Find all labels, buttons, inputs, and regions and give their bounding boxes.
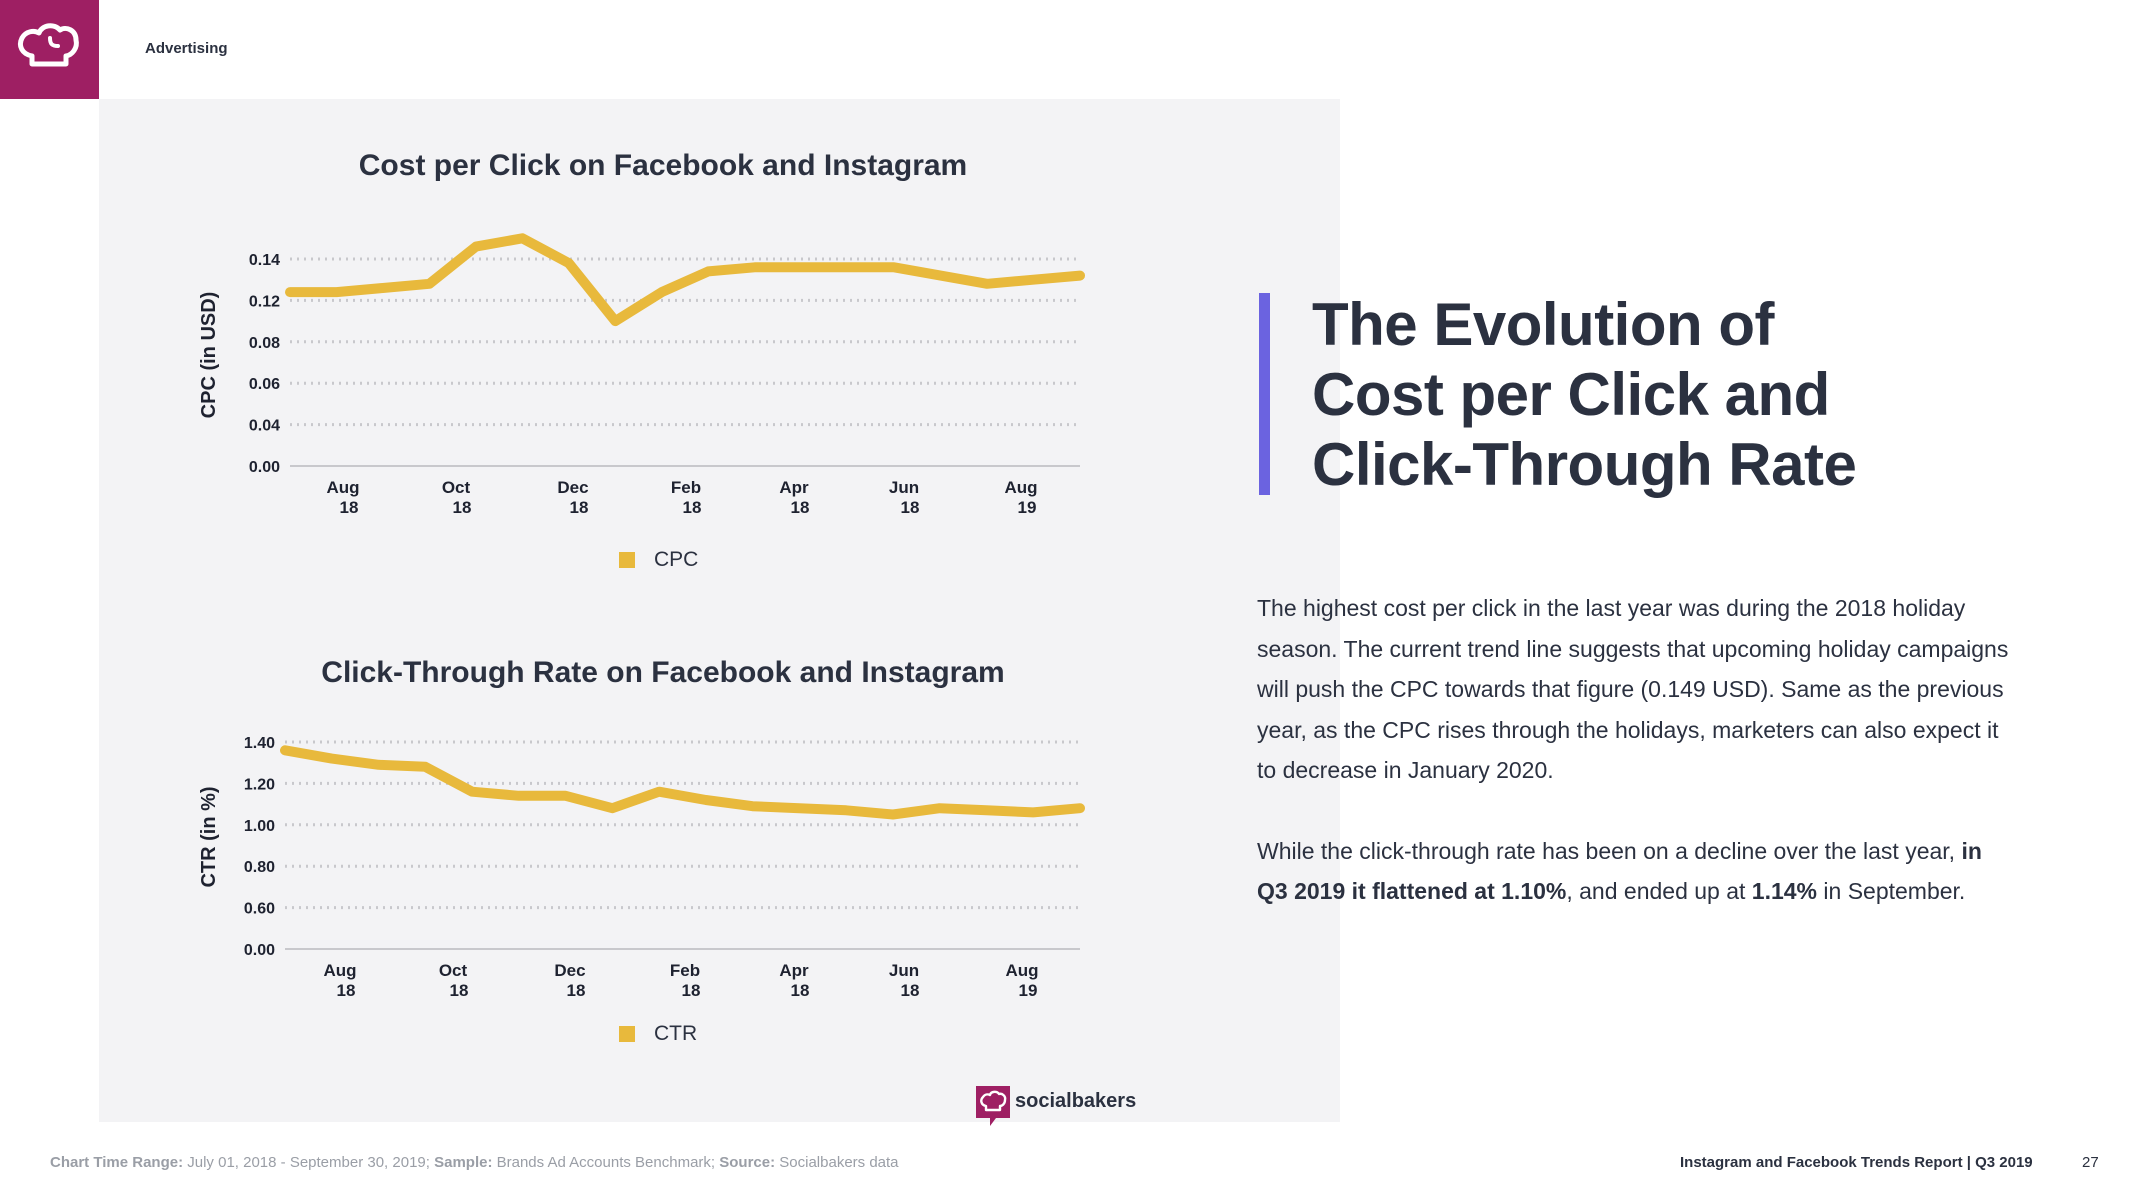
body-text: The highest cost per click in the last y… [1257, 588, 2017, 952]
chart-2-y-tick-label: 0.00 [244, 942, 275, 959]
chart-2-y-tick-label: 1.20 [244, 776, 275, 793]
section-label: Advertising [145, 40, 228, 57]
chart-2-y-tick-label: 0.60 [244, 901, 275, 918]
chart-2-x-tick-year: 18 [791, 981, 810, 1000]
chart-2-x-tick-year: 19 [1019, 981, 1038, 1000]
chart-2-x-tick-year: 18 [450, 981, 469, 1000]
page-title: The Evolution of Cost per Click and Clic… [1312, 290, 2072, 500]
chart-1-y-tick-label: 0.14 [249, 252, 280, 269]
chart-1-y-tick-label: 0.04 [249, 418, 280, 435]
chart-1-x-tick-month: Feb [671, 478, 701, 497]
chart-1-x-tick-month: Jun [889, 478, 919, 497]
chart-1-y-tick-label: 0.06 [249, 376, 280, 393]
footer-source-label: Source: [719, 1154, 776, 1171]
headline-accent-bar [1259, 293, 1270, 495]
chart-2-x-tick-year: 18 [567, 981, 586, 1000]
paragraph-1: The highest cost per click in the last y… [1257, 595, 2009, 783]
chart-2-x-tick-month: Feb [670, 961, 700, 980]
title-line-3: Click-Through Rate [1312, 431, 1857, 498]
paragraph-2-highlight-2: 1.14% [1751, 878, 1818, 904]
footer-report-title: Instagram and Facebook Trends Report | Q… [1680, 1154, 2033, 1171]
socialbakers-logo-icon [976, 1086, 1010, 1126]
footer-source-value: Socialbakers data [775, 1154, 899, 1171]
socialbakers-brand: socialbakers [1015, 1090, 1137, 1112]
chart-2-y-tick-label: 1.40 [244, 735, 275, 752]
chart-1-y-tick-label: 0.08 [249, 335, 280, 352]
chart-2-x-tick-month: Dec [554, 961, 585, 980]
chart-1-series-line-cpc [285, 233, 1085, 327]
chart-2-y-axis-label: CTR (in %) [198, 786, 220, 887]
chef-hat-icon [17, 23, 79, 67]
page-number: 27 [2082, 1154, 2099, 1171]
chart-2-x-tick-month: Aug [1005, 961, 1038, 980]
footer-source: Chart Time Range: July 01, 2018 - Septem… [50, 1154, 899, 1171]
chart-1-x-tick-year: 18 [340, 498, 359, 517]
footer-range-label: Chart Time Range: [50, 1154, 184, 1171]
chart-1-x-tick-year: 18 [901, 498, 920, 517]
chart-1-legend-label: CPC [654, 548, 698, 571]
footer-sample-label: Sample: [434, 1154, 493, 1171]
chart-2-y-tick-label: 0.80 [244, 859, 275, 876]
brand-logo [0, 0, 99, 99]
chart-1-y-tick-label: 0.12 [249, 293, 280, 310]
chart-2-x-tick-year: 18 [901, 981, 920, 1000]
chart-2-y-tick-label: 1.00 [244, 818, 275, 835]
chart-1-x-tick-month: Dec [557, 478, 588, 497]
chart-1-x-tick-month: Oct [442, 478, 471, 497]
footer-range-value: July 01, 2018 - September 30, 2019; [183, 1154, 435, 1171]
title-line-1: The Evolution of [1312, 291, 1774, 358]
paragraph-2: While the click-through rate has been on… [1257, 831, 2017, 912]
chart-1-x-tick-month: Aug [1004, 478, 1037, 497]
paragraph-2-highlight-1: in Q3 2019 it flattened at 1.10% [1257, 837, 1982, 905]
chart-1-title: Cost per Click on Facebook and Instagram [359, 149, 967, 182]
chart-2-legend-label: CTR [654, 1022, 697, 1045]
chart-2-x-tick-year: 18 [682, 981, 701, 1000]
chart-2-series-line-ctr [280, 745, 1085, 820]
chart-2-x-tick-month: Aug [323, 961, 356, 980]
paragraph-2-mid: , and ended up at [1566, 878, 1752, 904]
chart-2-x-tick-month: Oct [439, 961, 468, 980]
paragraph-2-end: in September. [1817, 878, 1966, 904]
chart-1-x-tick-year: 18 [453, 498, 472, 517]
chart-1-x-tick-month: Aug [326, 478, 359, 497]
chart-2-x-tick-month: Apr [779, 961, 809, 980]
chart-1-y-tick-label: 0.00 [249, 459, 280, 476]
chart-1-x-tick-year: 18 [791, 498, 810, 517]
chart-1-x-tick-year: 18 [683, 498, 702, 517]
chart-1-y-axis-label: CPC (in USD) [198, 292, 220, 419]
chart-1-x-tick-year: 18 [570, 498, 589, 517]
chart-2-x-tick-month: Jun [889, 961, 919, 980]
chart-1-legend-swatch [619, 552, 635, 568]
title-line-2: Cost per Click and [1312, 361, 1830, 428]
footer-sample-value: Brands Ad Accounts Benchmark; [492, 1154, 720, 1171]
chart-1-x-tick-month: Apr [779, 478, 809, 497]
chart-2-legend-swatch [619, 1026, 635, 1042]
chart-1-x-tick-year: 19 [1018, 498, 1037, 517]
chart-2-title: Click-Through Rate on Facebook and Insta… [321, 656, 1004, 689]
paragraph-2-start: While the click-through rate has been on… [1257, 837, 1962, 864]
chart-2-x-tick-year: 18 [337, 981, 356, 1000]
